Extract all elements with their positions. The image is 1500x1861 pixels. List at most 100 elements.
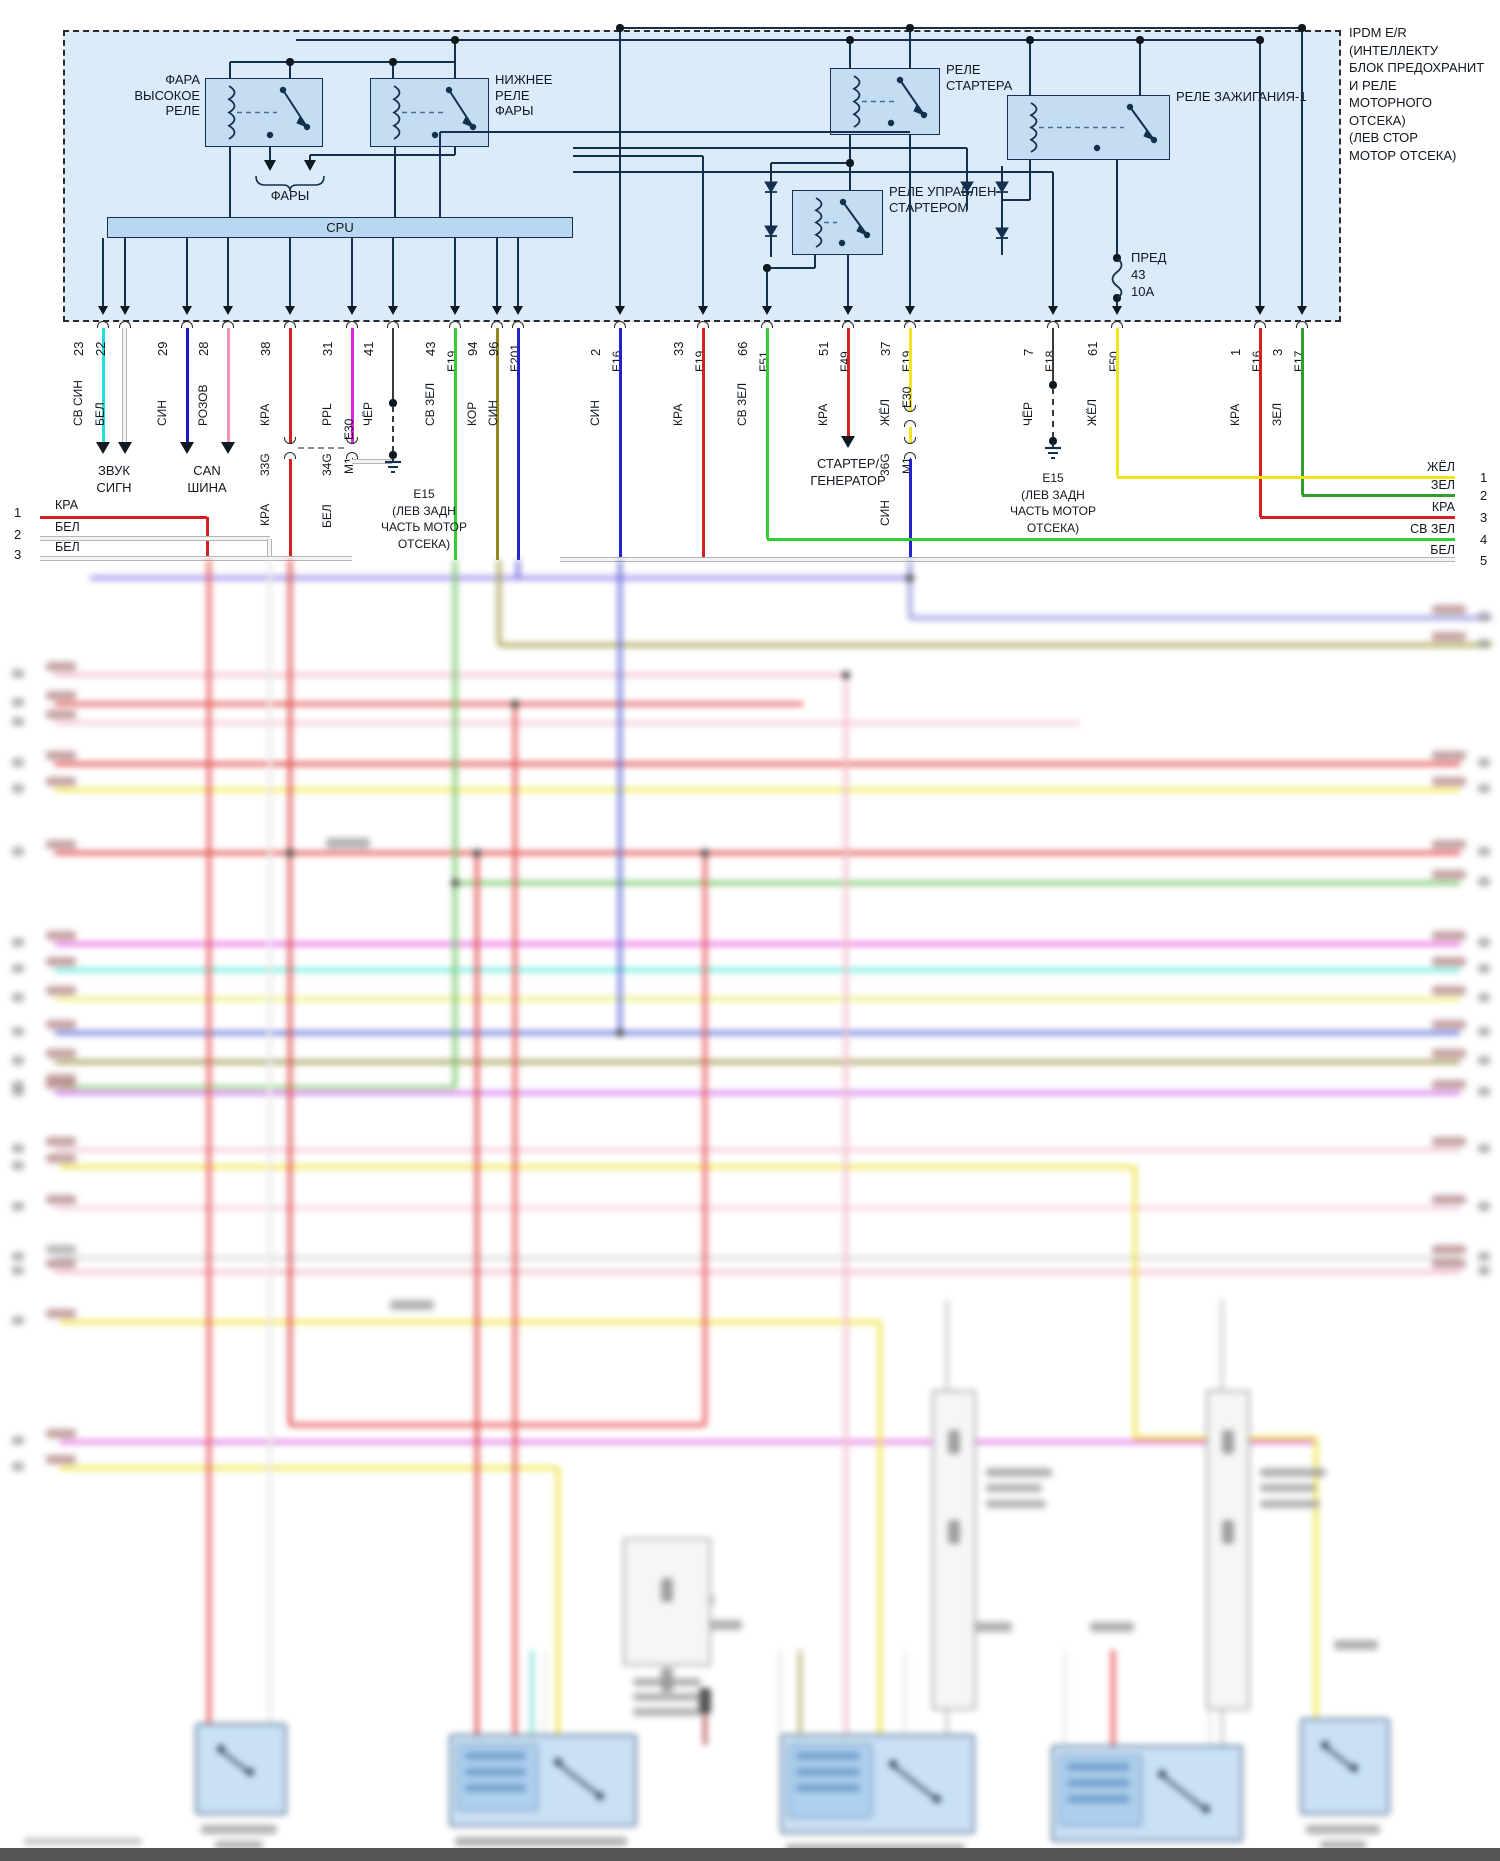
destination-label-line: CAN xyxy=(193,463,221,478)
wire xyxy=(296,39,1260,41)
arrow-down-icon xyxy=(1111,306,1122,315)
fuse-rating: 10А xyxy=(1131,284,1155,299)
destination-label-line: ЗВУК xyxy=(98,463,130,478)
wire xyxy=(230,61,455,63)
blurred-number xyxy=(12,938,24,947)
headlamps-label: ФАРЫ xyxy=(270,188,310,203)
blurred-number xyxy=(12,1202,24,1211)
right-row-number: 5 xyxy=(1480,553,1488,568)
wire xyxy=(394,147,396,217)
blurred-color-label xyxy=(1432,1195,1466,1204)
wire xyxy=(1029,40,1031,95)
junction-dot xyxy=(1113,254,1121,262)
arrow-down-icon xyxy=(904,306,915,315)
junction-dot xyxy=(1136,36,1144,44)
arrow-down-icon xyxy=(1296,306,1307,315)
blurred-number xyxy=(12,993,24,1002)
ipdm-er-label-line: И РЕЛЕ xyxy=(1349,77,1397,93)
switch-dot xyxy=(1158,1770,1167,1779)
junction-dot xyxy=(701,849,709,857)
blurred-label xyxy=(698,1620,742,1630)
connector-cap xyxy=(697,321,709,328)
wire xyxy=(55,1256,1460,1260)
wire xyxy=(556,1468,560,1740)
relay-label-line: ФАРЫ xyxy=(495,103,534,118)
wire xyxy=(268,560,272,1734)
left-row-color-label: БЕЛ xyxy=(55,540,80,554)
wire xyxy=(517,238,519,306)
blurred-color-label xyxy=(46,986,76,995)
connector-cap xyxy=(119,321,131,328)
wire xyxy=(40,515,207,519)
junction-dot xyxy=(906,574,914,582)
ipdm-er-label-line: IPDM E/R xyxy=(1349,25,1407,40)
blurred-caption xyxy=(215,1841,263,1849)
blurred-caption xyxy=(986,1484,1042,1492)
wire xyxy=(55,1060,1460,1064)
blurred-mark xyxy=(948,1520,960,1544)
wire xyxy=(573,147,967,149)
wire xyxy=(391,328,395,400)
wire xyxy=(701,328,705,560)
ipdm-er-label: IPDM E/R (ИНТЕЛЛЕКТУ БЛОК ПРЕДОХРАНИТ И РЕЛ… xyxy=(1349,24,1484,164)
junction-dot xyxy=(846,36,854,44)
page-edge-bar xyxy=(0,1848,1500,1861)
arrow-down-icon xyxy=(449,306,460,315)
wire xyxy=(798,1650,802,1734)
connector-cap xyxy=(512,321,524,328)
wire xyxy=(1300,328,1304,495)
right-row-color-label: СВ ЗЕЛ xyxy=(1410,522,1455,536)
blurred-number xyxy=(12,698,24,707)
wire-white xyxy=(267,539,272,560)
wire xyxy=(454,238,456,306)
wire-dashed xyxy=(1051,388,1054,438)
blurred-color-label xyxy=(1432,957,1466,966)
wire xyxy=(101,328,105,442)
wire xyxy=(55,1206,1460,1210)
blurred-color-label xyxy=(46,1245,76,1254)
junction-dot xyxy=(1298,24,1306,32)
wire xyxy=(516,560,520,578)
right-row-number: 4 xyxy=(1480,532,1488,547)
wire xyxy=(55,942,1460,946)
wire xyxy=(351,238,353,306)
blurred-caption xyxy=(201,1825,277,1834)
blurred-number xyxy=(1478,1202,1490,1211)
wire xyxy=(350,328,354,444)
left-row-color-label: БЕЛ xyxy=(55,520,80,534)
blurred-text xyxy=(796,1752,860,1760)
ground-label-line: E15 xyxy=(413,487,435,501)
component-box xyxy=(1300,1718,1390,1815)
arrow-down-icon xyxy=(840,436,855,448)
blurred-color-label xyxy=(1432,1259,1466,1268)
wire xyxy=(909,28,911,68)
switch-dot xyxy=(1349,1763,1358,1772)
wire xyxy=(945,1710,949,1745)
blurred-color-label xyxy=(46,662,76,671)
wire xyxy=(55,851,1460,855)
wire xyxy=(908,328,912,412)
wire xyxy=(703,853,707,1425)
wire xyxy=(288,328,292,444)
arrow-down-icon xyxy=(614,306,625,315)
blurred-color-label xyxy=(46,1455,76,1464)
connector-cap xyxy=(1111,321,1123,328)
switch-dot xyxy=(889,1760,898,1768)
blurred-text xyxy=(1067,1779,1130,1787)
blurred-number xyxy=(12,1144,24,1153)
wire-white xyxy=(40,536,270,541)
switch-dot xyxy=(1321,1741,1330,1750)
relay-label-line: СТАРТЕРОМ xyxy=(889,199,969,215)
arrow-down-icon xyxy=(387,306,398,315)
left-row-number: 2 xyxy=(14,527,22,542)
connector-cap xyxy=(346,452,358,459)
wire-white xyxy=(560,557,1455,562)
blurred-color-label xyxy=(46,931,76,940)
right-row-color-label: ЖЁЛ xyxy=(1426,460,1455,474)
wire xyxy=(475,853,479,1740)
blurred-color-label xyxy=(1432,1020,1466,1029)
connector-cap xyxy=(449,321,461,328)
horn-signal-label: ЗВУК СИГН xyxy=(96,462,131,496)
wire xyxy=(289,62,291,78)
junction-dot xyxy=(616,1029,624,1037)
